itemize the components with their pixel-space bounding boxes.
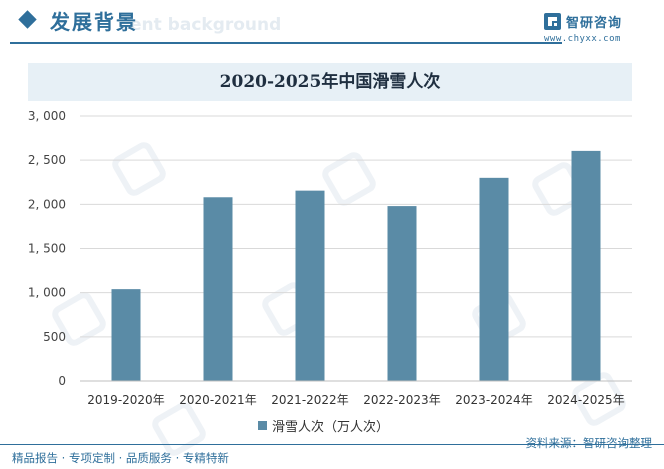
y-tick-label: 3, 000: [28, 109, 66, 123]
x-tick-label: 2024-2025年: [547, 393, 624, 407]
bar: [479, 177, 509, 381]
header-divider: [10, 42, 562, 44]
bar: [295, 190, 325, 381]
watermark-mark: [152, 402, 206, 456]
legend-swatch: [258, 421, 267, 430]
x-tick-label: 2019-2020年: [87, 393, 164, 407]
y-axis: 0 500 1, 000 1, 500 2, 000 2, 500 3, 000: [28, 109, 66, 388]
x-axis: 2019-2020年 2020-2021年 2021-2022年 2022-2023年…: [80, 380, 632, 407]
x-tick-label: 2022-2023年: [363, 393, 440, 407]
x-tick-label: 2023-2024年: [455, 393, 532, 407]
footer-slogan: 精品报告 · 专项定制 · 品质服务 · 专精特新: [12, 451, 229, 465]
bar: [203, 197, 233, 381]
bar: [111, 289, 141, 381]
x-tick-label: 2021-2022年: [271, 393, 348, 407]
watermark-mark: [112, 142, 166, 196]
chart-title: 2020-2025年中国滑雪人次: [219, 72, 441, 92]
brand-url: www.chyxx.com: [544, 34, 621, 44]
brand-name: 智研咨询: [566, 16, 623, 31]
footer-divider: [0, 444, 664, 445]
bars: [111, 150, 601, 381]
watermark-mark: [572, 372, 626, 426]
bar: [571, 150, 601, 381]
y-tick-label: 0: [58, 374, 66, 388]
header-watermark: ent background: [130, 15, 282, 35]
source-note: 资料来源：智研咨询整理: [525, 436, 653, 450]
y-tick-label: 1, 500: [28, 242, 66, 256]
legend-label: 滑雪人次（万人次）: [272, 420, 390, 435]
y-tick-label: 2, 500: [28, 153, 66, 167]
x-tick-label: 2020-2021年: [179, 393, 256, 407]
brand: 智研咨询 www.chyxx.com: [540, 11, 650, 45]
watermark-mark: [52, 292, 106, 346]
y-tick-label: 2, 000: [28, 197, 66, 211]
y-tick-label: 1, 000: [28, 286, 66, 300]
watermark-mark: [322, 152, 376, 206]
bar: [387, 206, 417, 381]
y-tick-label: 500: [43, 330, 66, 344]
section-title: 发展背景: [50, 10, 138, 34]
brand-logo-icon: [544, 13, 561, 30]
grid-lines: [80, 115, 632, 338]
header: ent background 发展背景 智研咨询 www.chyxx.com: [0, 0, 664, 44]
chart-title-bar: 2020-2025年中国滑雪人次: [28, 63, 632, 101]
